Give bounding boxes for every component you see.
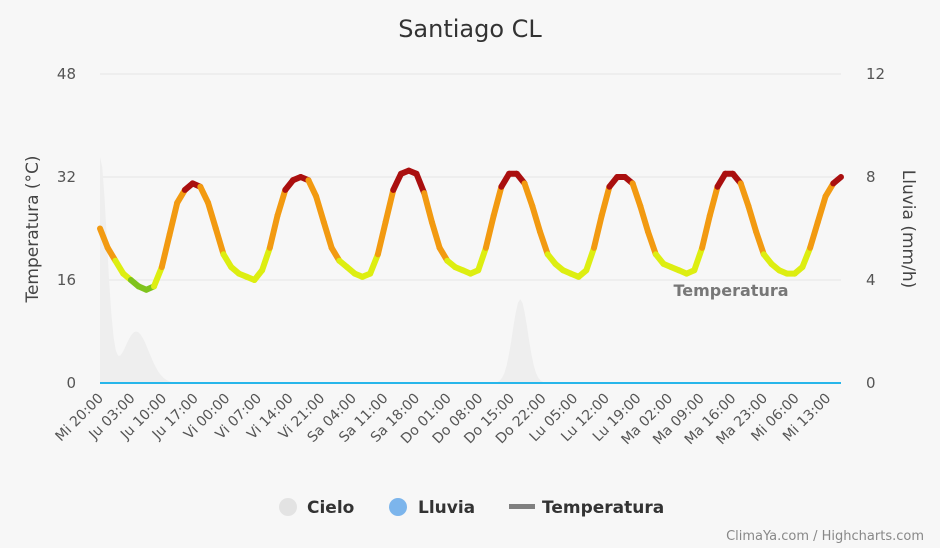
temperature-series [97, 167, 844, 293]
y-right-tick-label: 0 [866, 374, 876, 392]
chart-credits[interactable]: ClimaYa.com / Highcharts.com [726, 529, 924, 544]
temperature-segment [706, 183, 721, 219]
temperature-segment [212, 225, 227, 258]
temperature-segment [490, 183, 505, 219]
y-left-tick-label: 0 [66, 374, 76, 392]
y-axis-left-title: Temperatura (°C) [23, 155, 43, 303]
temperature-segment [737, 180, 752, 209]
legend-item-temperatura[interactable]: Temperatura [509, 498, 664, 518]
y-left-tick-label: 48 [57, 65, 76, 83]
temperature-segment [428, 219, 443, 251]
y-left-tick-label: 16 [57, 271, 76, 289]
temperature-segment [529, 203, 543, 235]
chart-title: Santiago CL [398, 15, 542, 43]
temperature-segment [205, 199, 219, 232]
temperature-segment [259, 244, 273, 274]
temperature-segment [537, 228, 551, 258]
temperature-segment [598, 183, 613, 219]
y-right-tick-label: 8 [866, 168, 876, 186]
temperature-segment [274, 186, 289, 219]
temperature-segment [97, 225, 111, 251]
legend-cielo-marker [279, 498, 297, 516]
temperature-segment [799, 244, 814, 271]
temperature-segment [475, 244, 489, 274]
temperature-segment [745, 203, 760, 235]
temperature-segment [591, 212, 605, 251]
temperature-segment [158, 231, 173, 271]
legend-item-cielo[interactable]: Cielo [279, 498, 354, 518]
temperature-segment [830, 174, 844, 187]
y-axis-right-ticks: 0 4 8 12 [866, 65, 885, 392]
y-axis-left-ticks: 0 16 32 48 [57, 65, 76, 392]
y-axis-right-title: Lluvia (mm/h) [898, 170, 918, 288]
legend-lluvia-marker [389, 498, 407, 516]
legend-item-lluvia[interactable]: Lluvia [389, 498, 475, 518]
temperature-segment [151, 264, 165, 290]
legend-cielo-label: Cielo [307, 498, 354, 518]
temperature-segment [313, 193, 327, 226]
temperature-segment [413, 170, 428, 197]
temperature-segment [699, 212, 713, 251]
temperature-segment [382, 186, 397, 226]
temperature-segment [367, 251, 381, 277]
temperature-segment [807, 219, 821, 251]
temperature-segment [629, 180, 644, 209]
temperature-segment [637, 203, 651, 235]
legend-lluvia-label: Lluvia [418, 498, 475, 518]
temperature-series-label: Temperatura [673, 281, 788, 300]
y-right-tick-label: 12 [866, 65, 885, 83]
temperature-segment [691, 244, 706, 274]
legend-temperatura-marker [509, 504, 535, 509]
y-right-tick-label: 4 [866, 271, 876, 289]
gridlines [100, 73, 841, 281]
temperature-segment [814, 193, 829, 226]
y-left-tick-label: 32 [57, 168, 76, 186]
temperature-segment [374, 219, 389, 258]
temperature-segment [753, 228, 767, 258]
temperature-segment [482, 212, 497, 251]
cielo-area [100, 156, 841, 383]
legend: Cielo Lluvia Temperatura [279, 498, 664, 518]
temperature-segment [320, 219, 335, 251]
legend-temperatura-label: Temperatura [542, 498, 664, 518]
temperature-segment [583, 244, 597, 274]
temperature-segment [421, 190, 435, 226]
temperature-segment [166, 199, 181, 238]
temperature-segment [521, 180, 536, 209]
cielo-area-fill [100, 156, 841, 383]
temperature-segment [266, 212, 281, 251]
temperature-segment [645, 228, 659, 258]
